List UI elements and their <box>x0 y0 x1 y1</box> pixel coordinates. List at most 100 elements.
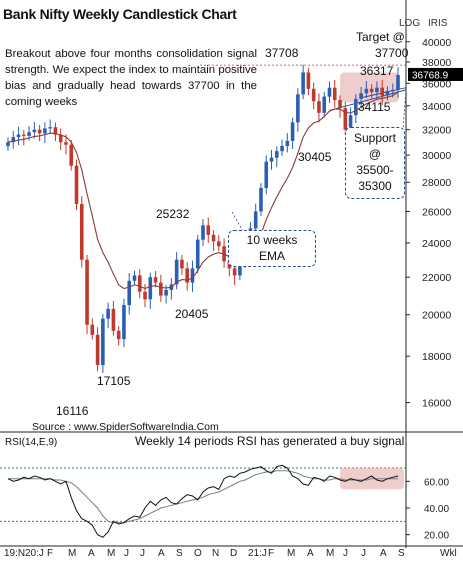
candle-body <box>359 93 363 99</box>
price-tick-label: 40000 <box>422 37 451 49</box>
x-tick-label: M <box>287 548 295 559</box>
candle-body <box>380 87 384 96</box>
candle-body <box>311 88 316 102</box>
last-price-tag <box>408 67 463 81</box>
candle-body <box>153 277 158 283</box>
candle-body <box>269 157 274 162</box>
price-tick-label: 28000 <box>422 177 451 189</box>
x-tick-label: M <box>107 548 115 559</box>
iris-label: IRIS <box>428 18 448 29</box>
price-tick-label: 16000 <box>422 398 451 410</box>
candle-body <box>274 151 279 158</box>
rsi-caption: Weekly 14 periods RSI has generated a bu… <box>135 434 405 448</box>
price-tick-label: 22000 <box>422 272 451 284</box>
support-line-2: @ <box>368 147 382 161</box>
candle-body <box>58 134 63 143</box>
rsi-label: RSI(14,E,9) <box>5 437 58 448</box>
candle-body <box>37 129 42 134</box>
x-tick-label: S <box>398 548 405 559</box>
candle-body <box>364 88 369 94</box>
candle-body <box>390 89 395 92</box>
support-callout: Support @ 35500- 35300 <box>345 127 405 199</box>
candle-body <box>53 127 58 135</box>
candle-body <box>285 140 290 146</box>
price-tick-label: 30000 <box>422 150 451 162</box>
candle-body <box>48 127 52 129</box>
candle-body <box>301 72 305 95</box>
chart-commentary: Breakout above four months consolidation… <box>5 48 257 108</box>
price-tick-label: 26000 <box>422 206 451 218</box>
candle-body <box>280 145 284 152</box>
candle-body <box>185 268 189 283</box>
x-tick-label: J <box>361 548 366 559</box>
candle-body <box>116 330 121 340</box>
candle-body <box>164 289 168 296</box>
x-tick-label: S <box>176 548 183 559</box>
candle-body <box>74 165 79 204</box>
x-tick-label: A <box>307 548 314 559</box>
candle-body <box>296 94 300 123</box>
x-tick-label: J <box>343 548 348 559</box>
candle-body <box>90 324 95 335</box>
x-tick-label: F <box>47 548 53 559</box>
candle-body <box>106 308 110 319</box>
candle-body <box>322 96 327 113</box>
x-tick-label: A <box>88 548 95 559</box>
rsi-tick-label: 40.00 <box>424 504 449 515</box>
price-tick-label: 20000 <box>422 310 451 322</box>
x-tick-label: M <box>326 548 334 559</box>
candle-body <box>190 268 195 283</box>
last-price-label: 36768.9 <box>412 70 449 81</box>
price-tick-label: 32000 <box>422 125 451 137</box>
candle-body <box>64 142 68 145</box>
x-tick-label: M <box>68 548 76 559</box>
candle-body <box>122 305 126 340</box>
candle-body <box>174 259 179 285</box>
price-tick-label: 24000 <box>422 238 451 250</box>
candle-body <box>206 225 211 235</box>
x-tick-label: O <box>194 548 202 559</box>
candle-body <box>385 91 390 96</box>
candle-body <box>148 277 153 300</box>
candle-body <box>180 259 184 269</box>
candle-body <box>32 129 37 133</box>
candle-body <box>332 87 337 101</box>
candle-body <box>195 239 200 269</box>
candle-body <box>27 132 31 136</box>
candle-body <box>348 115 353 130</box>
candle-body <box>290 122 295 141</box>
x-tick-label: J <box>140 548 145 559</box>
candle-body <box>101 318 105 366</box>
target-label: Target @ <box>356 30 405 44</box>
support-line-3: 35500- <box>356 163 394 177</box>
annotation-17105: 17105 <box>97 374 131 388</box>
ema-callout: 10 weeks EMA <box>228 230 316 267</box>
support-line-4: 35300 <box>358 179 392 193</box>
candle-body <box>85 259 89 325</box>
rsi-signal-line <box>8 470 398 524</box>
price-tick-label: 36000 <box>422 78 451 90</box>
x-tick-label: D <box>230 548 237 559</box>
candle-body <box>306 72 311 89</box>
candle-body <box>317 101 321 113</box>
candle-body <box>201 225 205 240</box>
candle-body <box>16 134 21 138</box>
candle-body <box>238 261 242 276</box>
rsi-tick-label: 60.00 <box>424 477 449 488</box>
ema-line-2: EMA <box>258 249 285 263</box>
x-tick-label: 19:N <box>4 548 25 559</box>
candle-body <box>137 275 142 292</box>
chart-title: Bank Nifty Weekly Candlestick Chart <box>3 6 237 22</box>
candle-body <box>369 88 374 93</box>
candle-body <box>259 187 263 212</box>
x-tick-label: J <box>124 548 129 559</box>
rsi-line <box>7 464 399 538</box>
ema-line-1: 10 weeks <box>246 233 298 247</box>
candle-body <box>253 211 258 229</box>
ema-line <box>7 91 399 290</box>
annotation-25232: 25232 <box>156 207 190 221</box>
candle-body <box>79 203 84 260</box>
candle-body <box>11 137 16 143</box>
x-tick-label: 21:J <box>248 548 267 559</box>
